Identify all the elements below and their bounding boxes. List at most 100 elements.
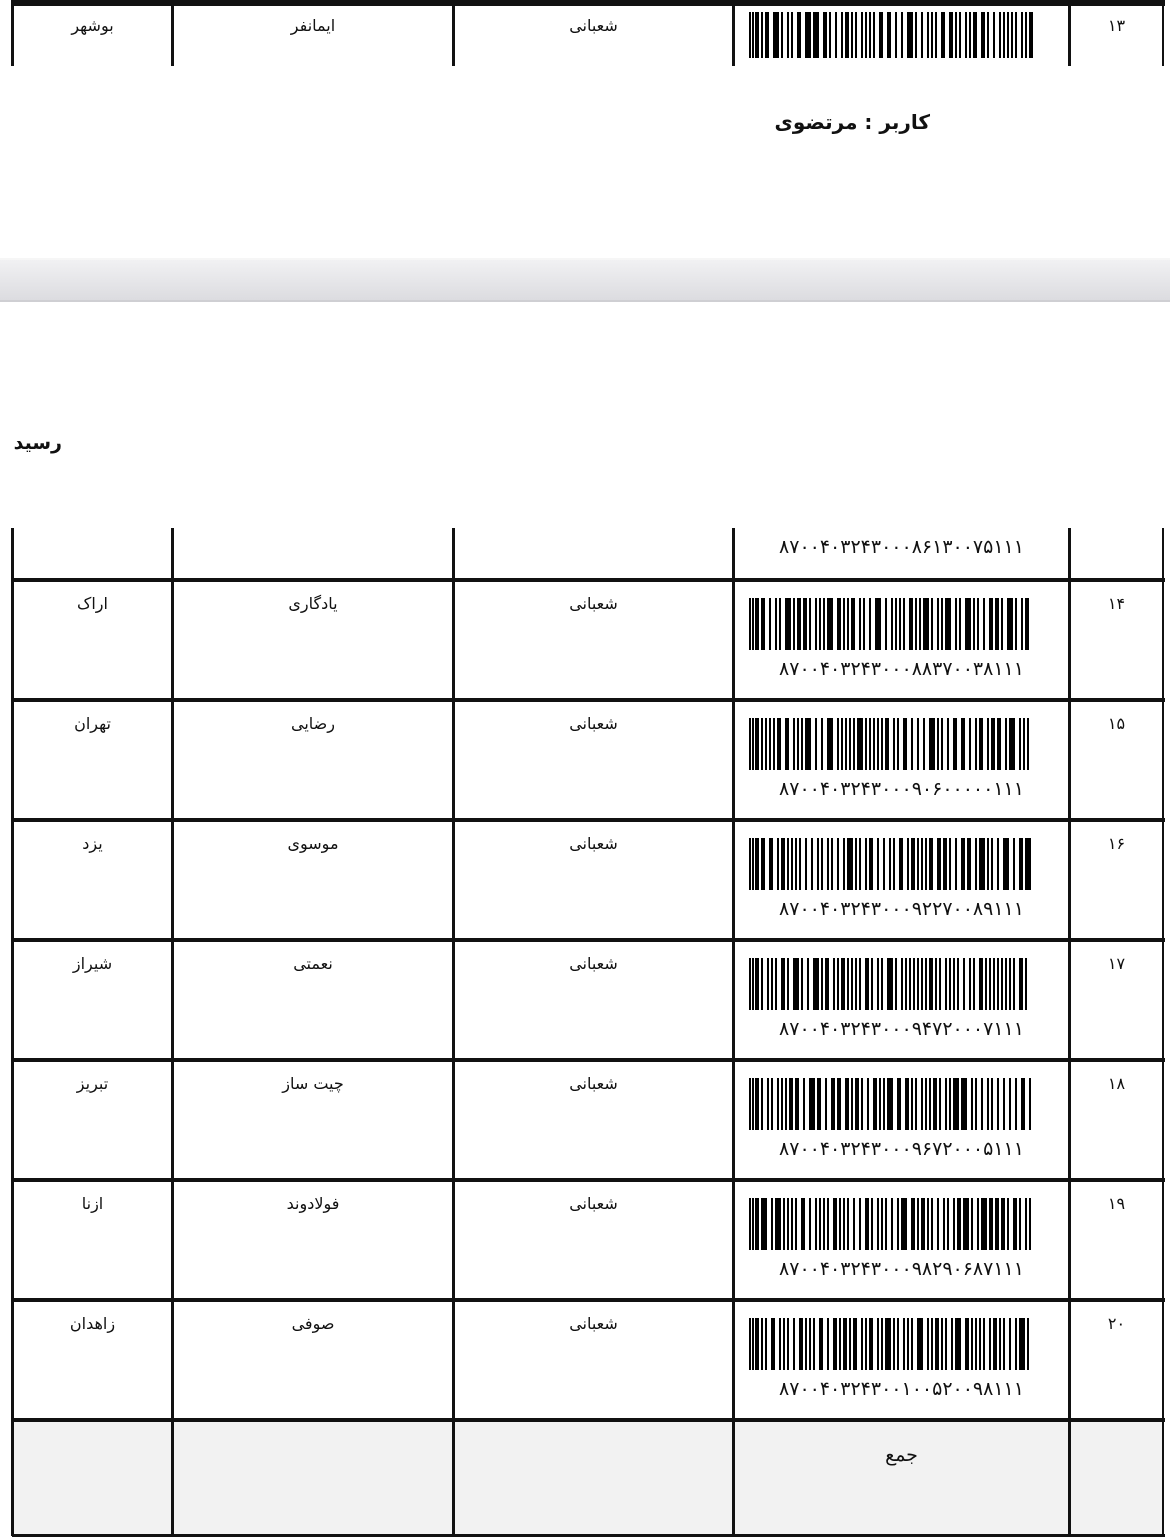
barcode-bar bbox=[979, 718, 983, 770]
barcode-bar bbox=[979, 958, 983, 1010]
barcode-bar bbox=[779, 598, 781, 650]
barcode-bar bbox=[895, 958, 897, 1010]
name-cell: ایمانفر bbox=[290, 16, 336, 35]
barcode-bar bbox=[1015, 12, 1017, 58]
barcode-bar bbox=[1027, 1318, 1029, 1370]
table-row: یزد موسوی شعبانی ۸۷۰۰۴۰۳۲۴۳۰۰۰۹۲۲۷۰۰۸۹۱۱۱ ۱۶ bbox=[0, 818, 1170, 940]
barcode-bar bbox=[795, 838, 797, 890]
barcode bbox=[749, 1078, 1031, 1130]
barcode-bar bbox=[891, 598, 893, 650]
barcode-bar bbox=[783, 1198, 785, 1250]
barcode-bar bbox=[781, 1078, 783, 1130]
barcode-bar bbox=[847, 838, 853, 890]
barcode-bar bbox=[865, 1318, 867, 1370]
barcode-bar bbox=[789, 1078, 793, 1130]
barcode-bar bbox=[843, 598, 845, 650]
barcode-bar bbox=[1015, 1078, 1017, 1130]
barcode-bar bbox=[907, 838, 909, 890]
barcode-bar bbox=[859, 958, 861, 1010]
barcode-bar bbox=[855, 1078, 859, 1130]
barcode-number: ۸۷۰۰۴۰۳۲۴۳۰۰۰۸۶۱۳۰۰۷۵۱۱۱ bbox=[779, 536, 1024, 558]
barcode-bar bbox=[837, 838, 839, 890]
barcode-bar bbox=[873, 718, 875, 770]
barcode-bar bbox=[849, 1318, 851, 1370]
barcode-bar bbox=[1025, 1198, 1027, 1250]
barcode-bar bbox=[885, 1198, 887, 1250]
barcode-bar bbox=[977, 598, 979, 650]
barcode-bar bbox=[921, 1198, 925, 1250]
barcode-bar bbox=[845, 718, 847, 770]
barcode-bar bbox=[795, 1078, 799, 1130]
barcode-bar bbox=[955, 598, 957, 650]
barcode-bar bbox=[871, 958, 873, 1010]
barcode-bar bbox=[837, 718, 839, 770]
barcode-bar bbox=[993, 12, 995, 58]
barcode-bar bbox=[815, 718, 817, 770]
barcode-bar bbox=[821, 838, 823, 890]
table-row: تهران رضایی شعبانی ۸۷۰۰۴۰۳۲۴۳۰۰۰۹۰۶۰۰۰۰۰۱۱۱… bbox=[0, 698, 1170, 820]
barcode-bar bbox=[819, 1318, 823, 1370]
barcode-bar bbox=[865, 12, 867, 58]
barcode-bar bbox=[825, 958, 829, 1010]
barcode-bar bbox=[803, 598, 807, 650]
barcode-bar bbox=[865, 838, 867, 890]
barcode-bar bbox=[1027, 718, 1029, 770]
barcode-bar bbox=[752, 1318, 754, 1370]
barcode-bar bbox=[921, 838, 923, 890]
barcode-bar bbox=[911, 1078, 913, 1130]
barcode-bar bbox=[755, 958, 759, 1010]
name-cell: چیت ساز bbox=[282, 1074, 344, 1093]
barcode-bar bbox=[783, 1318, 785, 1370]
barcode-bar bbox=[769, 598, 771, 650]
barcode-bar bbox=[901, 958, 903, 1010]
barcode-bar bbox=[847, 958, 849, 1010]
barcode-bar bbox=[883, 1078, 885, 1130]
barcode-bar bbox=[973, 598, 975, 650]
barcode-bar bbox=[897, 1318, 899, 1370]
barcode-bar bbox=[979, 838, 985, 890]
barcode-bar bbox=[1019, 1198, 1021, 1250]
barcode-bar bbox=[997, 838, 999, 890]
barcode-bar bbox=[963, 958, 965, 1010]
barcode-bar bbox=[851, 598, 855, 650]
barcode-bar bbox=[773, 12, 779, 58]
barcode-bar bbox=[969, 718, 971, 770]
barcode-bar bbox=[845, 12, 849, 58]
barcode-bar bbox=[987, 12, 989, 58]
barcode-bar bbox=[769, 838, 773, 890]
barcode-bar bbox=[971, 1078, 973, 1130]
barcode-bar bbox=[997, 958, 999, 1010]
barcode-bar bbox=[895, 598, 897, 650]
barcode-bar bbox=[869, 838, 873, 890]
barcode-bar bbox=[827, 1318, 829, 1370]
barcode-bar bbox=[833, 1318, 837, 1370]
table-row: ازنا فولادوند شعبانی ۸۷۰۰۴۰۳۲۴۳۰۰۰۹۸۲۹۰۶۸۷۱… bbox=[0, 1178, 1170, 1300]
barcode-bar bbox=[752, 12, 754, 58]
barcode-bar bbox=[1019, 958, 1023, 1010]
barcode-bar bbox=[847, 598, 849, 650]
barcode-bar bbox=[809, 598, 811, 650]
barcode-bar bbox=[1015, 1318, 1017, 1370]
barcode-bar bbox=[851, 958, 853, 1010]
barcode-bar bbox=[925, 838, 927, 890]
barcode-bar bbox=[905, 1078, 909, 1130]
barcode-bar bbox=[749, 598, 751, 650]
city-cell: تبریز bbox=[76, 1074, 109, 1093]
barcode-bar bbox=[859, 838, 861, 890]
barcode-bar bbox=[797, 718, 799, 770]
barcode-bar bbox=[911, 1318, 913, 1370]
barcode-bar bbox=[765, 718, 767, 770]
barcode-bar bbox=[929, 958, 933, 1010]
barcode-bar bbox=[755, 838, 759, 890]
barcode-bar bbox=[945, 958, 947, 1010]
barcode-bar bbox=[823, 598, 825, 650]
barcode-bar bbox=[1009, 1078, 1011, 1130]
barcode-bar bbox=[931, 1318, 933, 1370]
barcode-bar bbox=[813, 12, 819, 58]
barcode-bar bbox=[901, 1198, 907, 1250]
barcode-bar bbox=[947, 1198, 949, 1250]
row-index: ۱۳ bbox=[1107, 16, 1126, 35]
barcode-bar bbox=[929, 1078, 931, 1130]
barcode-number: ۸۷۰۰۴۰۳۲۴۳۰۰۰۹۴۷۲۰۰۰۷۱۱۱ bbox=[779, 1018, 1024, 1040]
barcode-bar bbox=[781, 838, 785, 890]
